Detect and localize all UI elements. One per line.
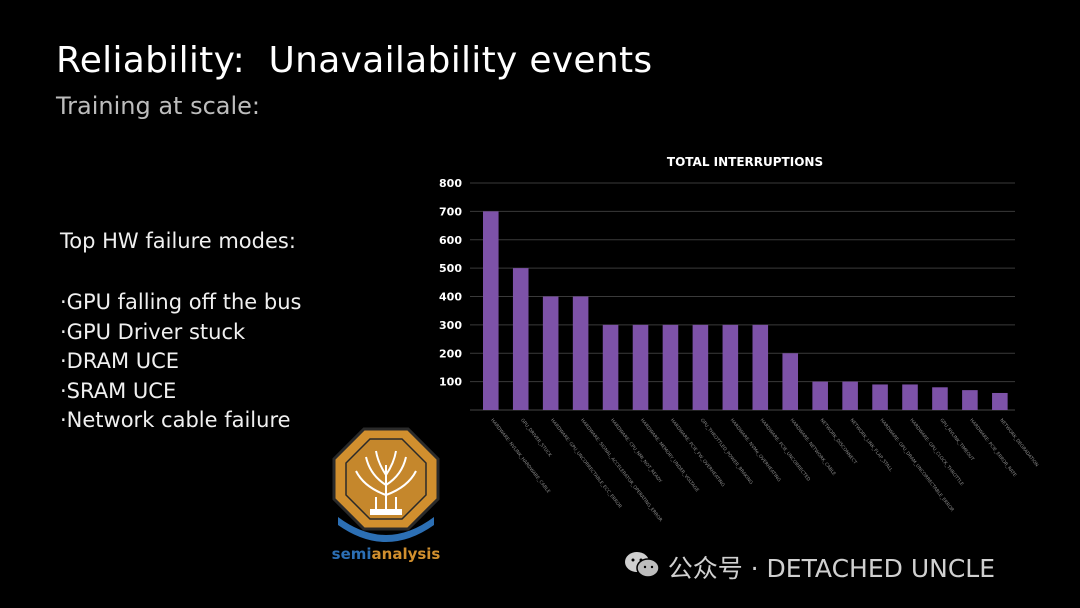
- failure-modes-heading: Top HW failure modes:: [60, 229, 296, 253]
- bar-9: [722, 324, 739, 410]
- semianalysis-logo: semianalysis: [332, 427, 441, 563]
- x-tick-label: HARDWARE: NVLINK_HARDWARE_CABLE: [489, 418, 551, 495]
- bar-16: [932, 387, 948, 410]
- svg-text:semianalysis: semianalysis: [332, 545, 441, 563]
- y-tick-label: 100: [439, 376, 462, 389]
- slide-title: Reliability: Unavailability events: [56, 40, 653, 81]
- failure-mode-item: ·SRAM UCE: [60, 378, 177, 403]
- failure-mode-item: ·DRAM UCE: [60, 349, 180, 373]
- bar-10: [752, 324, 769, 410]
- bar-7: [662, 324, 679, 410]
- watermark-text: 公众号 · DETACHED UNCLE: [620, 549, 995, 585]
- bar-14: [872, 384, 888, 410]
- y-tick-label: 400: [439, 291, 462, 304]
- y-tick-label: 200: [439, 347, 462, 360]
- x-tick-label: HARDWARE: MEMORY_UNDER_VOLTAGE: [639, 418, 700, 494]
- bar-11: [782, 353, 799, 410]
- x-tick-label: GPU_NVLINK_TIMEOUT: [938, 418, 975, 463]
- x-tick-label: HARDWARE: PCIE_FW_OVERHEATING: [669, 418, 726, 489]
- chart-title: TOTAL INTERRUPTIONS: [667, 155, 823, 169]
- x-tick-label: HARDWARE: GPU_CLOCK_THROTTLE: [908, 418, 964, 488]
- total-interruptions-chart: TOTAL INTERRUPTIONS 100 200 300 400 500 600 70…: [439, 155, 1040, 524]
- y-tick-label: 500: [439, 262, 462, 275]
- bar-3: [542, 296, 559, 410]
- x-tick-label: HARDWARE: PCIE_UNCORRECTED: [759, 418, 812, 483]
- logo-text-semi: semi: [332, 545, 372, 563]
- bar-4: [572, 296, 589, 410]
- failure-mode-item: ·GPU Driver stuck: [60, 319, 246, 344]
- x-tick-label: HARDWARE: CPU_NMI_NOT_READY: [609, 418, 663, 485]
- failure-mode-item: ·Network cable failure: [60, 408, 291, 432]
- bar-12: [812, 381, 828, 410]
- bar-8: [692, 324, 709, 410]
- failure-mode-item: ·GPU falling off the bus: [60, 290, 302, 314]
- x-tick-label: HARDWARE: NVMe_OVERHEATING: [729, 418, 782, 484]
- watermark-label: 公众号 · DETACHED UNCLE: [667, 554, 995, 583]
- bar-6: [632, 324, 649, 410]
- x-tick-label: HARDWARE: PCIE_ERROR_RATE: [968, 418, 1017, 479]
- bar-17: [962, 390, 978, 410]
- bar-13: [842, 381, 858, 410]
- bar-1: [483, 211, 499, 410]
- failure-modes-list: ·GPU falling off the bus ·GPU Driver stu…: [60, 288, 301, 436]
- y-tick-label: 700: [439, 205, 462, 218]
- x-tick-label: GPU_THROTTLED_POWER_BRAKING: [699, 418, 754, 487]
- bar-2: [512, 268, 529, 410]
- slide-subtitle: Training at scale:: [56, 92, 260, 120]
- y-tick-label: 800: [439, 177, 462, 190]
- wechat-icon: [625, 552, 660, 578]
- y-tick-label: 300: [439, 319, 462, 332]
- x-tick-label: GPU_DRIVER_STUCK: [519, 418, 553, 459]
- logo-text-analysis: analysis: [372, 545, 441, 563]
- bar-15: [902, 384, 918, 410]
- bar-5: [602, 324, 619, 410]
- bar-18: [992, 392, 1008, 410]
- x-tick-label: HARDWARE: GPU_UNCORRECTABLE_ECC_ERROR: [549, 418, 623, 511]
- y-tick-label: 600: [439, 234, 462, 247]
